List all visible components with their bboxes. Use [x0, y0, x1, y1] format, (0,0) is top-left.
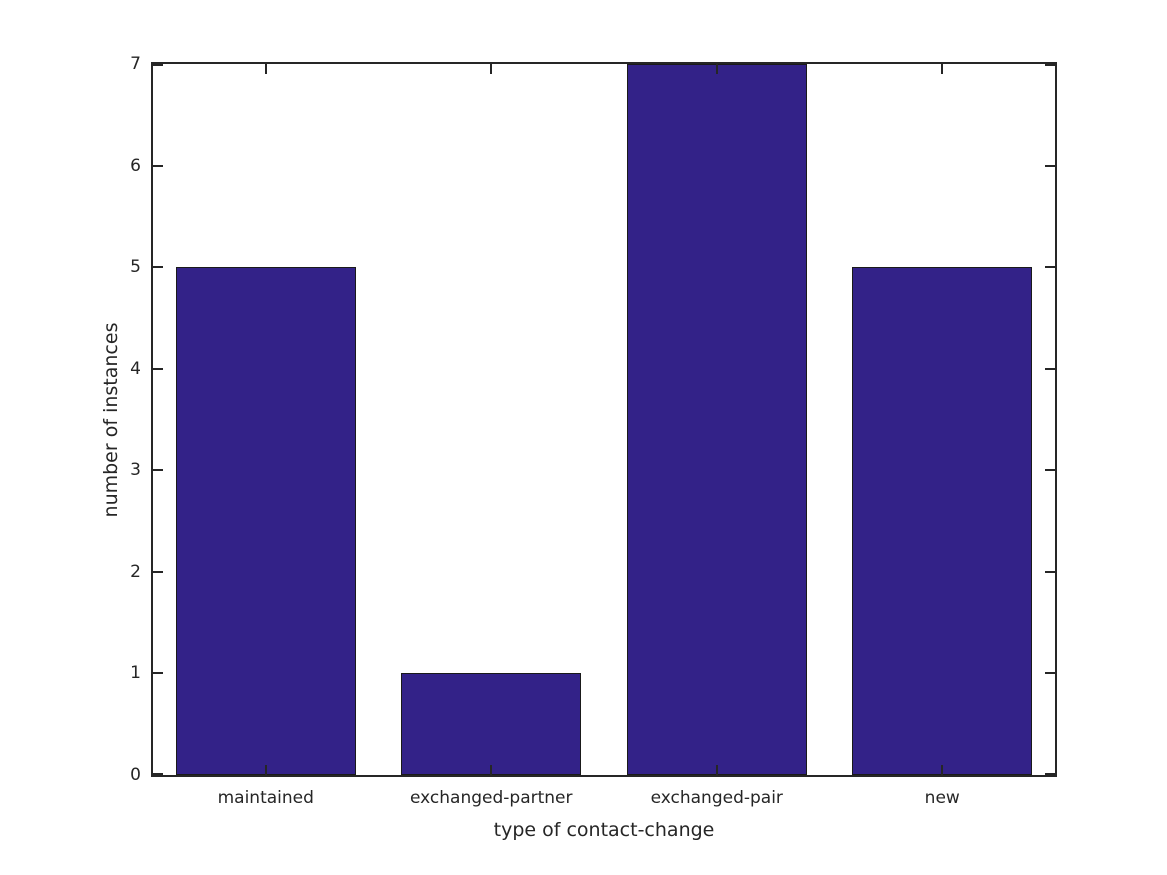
y-tick-right-4 [1045, 367, 1055, 370]
y-tick-right-2 [1045, 570, 1055, 573]
y-tick-right-6 [1045, 164, 1055, 167]
y-tick-left-6 [153, 164, 163, 167]
bar-exchanged-partner [401, 673, 582, 775]
y-tick-right-5 [1045, 266, 1055, 269]
x-axis-label: type of contact-change [493, 819, 715, 841]
y-tick-label-4: 4 [130, 358, 141, 379]
x-tick-label-maintained: maintained [217, 788, 314, 808]
x-tick-bottom-new [941, 765, 944, 775]
y-tick-right-7 [1045, 64, 1055, 66]
y-tick-label-2: 2 [130, 561, 141, 582]
bar-new [852, 267, 1033, 775]
y-tick-left-5 [153, 266, 163, 269]
bar-maintained [175, 267, 356, 775]
y-tick-label-7: 7 [130, 54, 141, 74]
plot-area [151, 62, 1057, 777]
y-tick-label-1: 1 [130, 663, 141, 684]
y-tick-label-3: 3 [130, 460, 141, 481]
x-tick-label-exchanged-pair: exchanged-pair [650, 788, 783, 808]
y-tick-left-3 [153, 469, 163, 472]
x-tick-bottom-maintained [264, 765, 267, 775]
x-tick-bottom-exchanged-pair [715, 765, 718, 775]
y-tick-right-3 [1045, 469, 1055, 472]
y-tick-left-7 [153, 64, 163, 66]
y-tick-left-4 [153, 367, 163, 370]
x-tick-bottom-exchanged-partner [490, 765, 493, 775]
y-tick-right-0 [1045, 773, 1055, 775]
x-tick-label-exchanged-partner: exchanged-partner [410, 788, 573, 808]
x-tick-top-exchanged-pair [715, 64, 718, 74]
y-tick-label-5: 5 [130, 257, 141, 278]
y-tick-left-2 [153, 570, 163, 573]
x-tick-label-new: new [924, 788, 960, 808]
x-tick-top-maintained [264, 64, 267, 74]
y-axis-label: number of instances [100, 322, 122, 518]
x-tick-top-new [941, 64, 944, 74]
x-tick-top-exchanged-partner [490, 64, 493, 74]
y-tick-left-0 [153, 773, 163, 775]
y-tick-label-6: 6 [130, 155, 141, 176]
bar-exchanged-pair [626, 64, 807, 775]
y-tick-left-1 [153, 672, 163, 675]
y-tick-right-1 [1045, 672, 1055, 675]
y-tick-label-0: 0 [130, 765, 141, 785]
